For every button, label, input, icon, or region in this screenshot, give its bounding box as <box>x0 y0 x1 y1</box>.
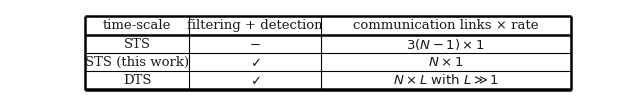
Text: time-scale: time-scale <box>103 19 172 32</box>
Text: filtering + detection: filtering + detection <box>188 19 323 32</box>
Text: $3(N-1) \times 1$: $3(N-1) \times 1$ <box>406 37 485 52</box>
Text: $\checkmark$: $\checkmark$ <box>250 56 260 69</box>
Text: DTS: DTS <box>123 74 152 87</box>
Text: $N \times L\ \mathrm{with}\ L \gg 1$: $N \times L\ \mathrm{with}\ L \gg 1$ <box>393 73 499 87</box>
Text: communication links × rate: communication links × rate <box>353 19 539 32</box>
Text: STS (this work): STS (this work) <box>85 56 189 69</box>
Text: $\checkmark$: $\checkmark$ <box>250 74 260 87</box>
Text: $N \times 1$: $N \times 1$ <box>428 56 463 69</box>
Text: STS: STS <box>124 38 150 51</box>
Text: $-$: $-$ <box>249 38 261 51</box>
